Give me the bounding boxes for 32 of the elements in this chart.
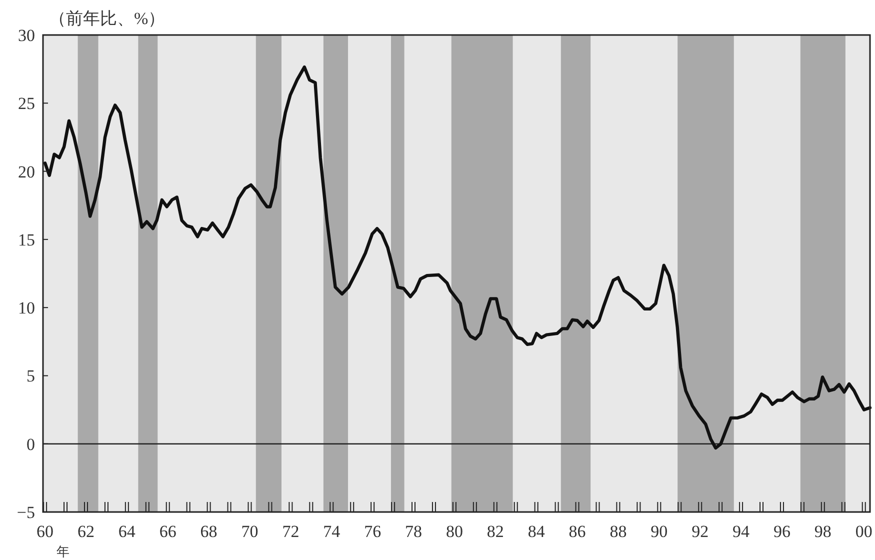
x-tick-label: 88 xyxy=(610,522,627,541)
y-tick-label: 0 xyxy=(26,434,35,454)
x-tick-label: 76 xyxy=(364,522,382,541)
x-tick-label: 68 xyxy=(200,522,218,541)
x-tick-label: 72 xyxy=(282,522,300,541)
x-tick-label: 92 xyxy=(692,522,709,541)
y-tick-label: 10 xyxy=(18,298,35,318)
y-tick-label: 25 xyxy=(18,94,35,114)
x-tick-label: 74 xyxy=(323,522,341,541)
x-tick-label: 70 xyxy=(241,522,258,541)
x-tick-label: 00 xyxy=(855,522,872,541)
x-tick-label: 66 xyxy=(159,522,176,541)
x-tick-label: 80 xyxy=(446,522,463,541)
y-tick-label: 30 xyxy=(18,26,35,45)
y-tick-label: −5 xyxy=(16,503,35,522)
x-tick-label: 64 xyxy=(118,522,136,541)
x-tick-label: 84 xyxy=(528,522,546,541)
x-tick-label: 98 xyxy=(814,522,832,541)
y-axis-title: （前年比、%） xyxy=(49,9,166,28)
x-axis-title: 年 xyxy=(56,544,70,559)
x-tick-label: 62 xyxy=(77,522,94,541)
x-tick-label: 94 xyxy=(732,522,750,541)
x-tick-label: 86 xyxy=(568,522,586,541)
y-tick-label: 5 xyxy=(26,366,35,386)
x-tick-label: 60 xyxy=(36,522,54,541)
x-tick-label: 78 xyxy=(405,522,422,541)
x-tick-label: 90 xyxy=(650,522,668,541)
y-tick-label: 15 xyxy=(18,230,35,250)
x-tick-label: 82 xyxy=(486,522,504,541)
line-series xyxy=(43,65,872,450)
y-tick-label: 20 xyxy=(18,162,35,182)
x-tick-label: 96 xyxy=(773,522,790,541)
